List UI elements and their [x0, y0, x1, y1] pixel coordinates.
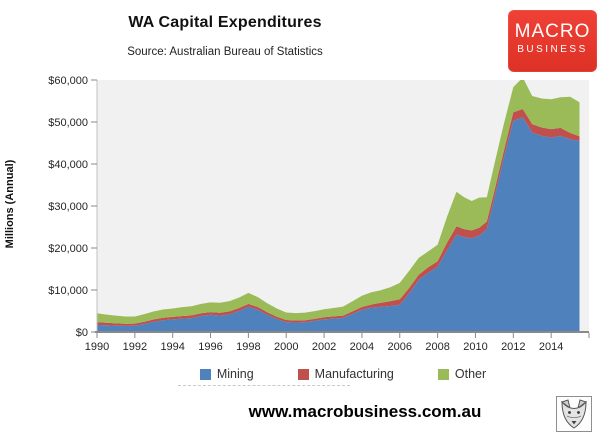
wolf-logo	[556, 396, 592, 432]
svg-text:2006: 2006	[388, 341, 412, 353]
svg-text:$0: $0	[76, 327, 88, 339]
mining-swatch-icon	[199, 368, 211, 380]
manufacturing-swatch-icon	[297, 368, 309, 380]
legend-item-other: Other	[437, 367, 487, 381]
svg-text:2008: 2008	[425, 341, 449, 353]
legend-label-other: Other	[454, 367, 487, 381]
chart-title: WA Capital Expenditures	[128, 14, 322, 31]
svg-text:$10,000: $10,000	[48, 285, 88, 297]
svg-text:2000: 2000	[274, 341, 298, 353]
svg-text:2004: 2004	[350, 341, 374, 353]
other-swatch-icon	[437, 368, 449, 380]
svg-text:$50,000: $50,000	[48, 117, 88, 129]
macrobusiness-logo[interactable]: MACRO BUSINESS	[508, 10, 597, 72]
svg-text:1994: 1994	[160, 341, 184, 353]
legend-divider	[178, 385, 350, 386]
svg-text:1992: 1992	[123, 341, 147, 353]
legend-item-mining: Mining	[199, 367, 254, 381]
stacked-area-chart: $0 $10,000 $20,000 $30,000 $40,000 $50,000 $60…	[48, 75, 590, 353]
svg-text:2010: 2010	[463, 341, 487, 353]
footer-url-link[interactable]: www.macrobusiness.com.au	[248, 402, 482, 421]
legend-item-manufacturing: Manufacturing	[297, 367, 394, 381]
logo-line-business: BUSINESS	[517, 44, 588, 55]
legend-label-manufacturing: Manufacturing	[314, 367, 394, 381]
svg-text:1990: 1990	[85, 341, 109, 353]
svg-text:2002: 2002	[312, 341, 336, 353]
svg-text:$20,000: $20,000	[48, 243, 88, 255]
svg-text:2012: 2012	[501, 341, 525, 353]
wolf-icon	[560, 399, 588, 429]
svg-text:1996: 1996	[198, 341, 222, 353]
svg-text:$60,000: $60,000	[48, 75, 88, 87]
svg-text:1998: 1998	[236, 341, 260, 353]
legend-label-mining: Mining	[216, 367, 254, 381]
svg-text:$40,000: $40,000	[48, 159, 88, 171]
y-axis-label: Millions (Annual)	[4, 159, 16, 249]
chart-legend: Mining Manufacturing Other	[97, 366, 589, 382]
svg-text:$30,000: $30,000	[48, 201, 88, 213]
svg-text:2014: 2014	[539, 341, 563, 353]
logo-line-macro: MACRO	[514, 21, 591, 42]
chart-subtitle: Source: Australian Bureau of Statistics	[127, 46, 323, 58]
